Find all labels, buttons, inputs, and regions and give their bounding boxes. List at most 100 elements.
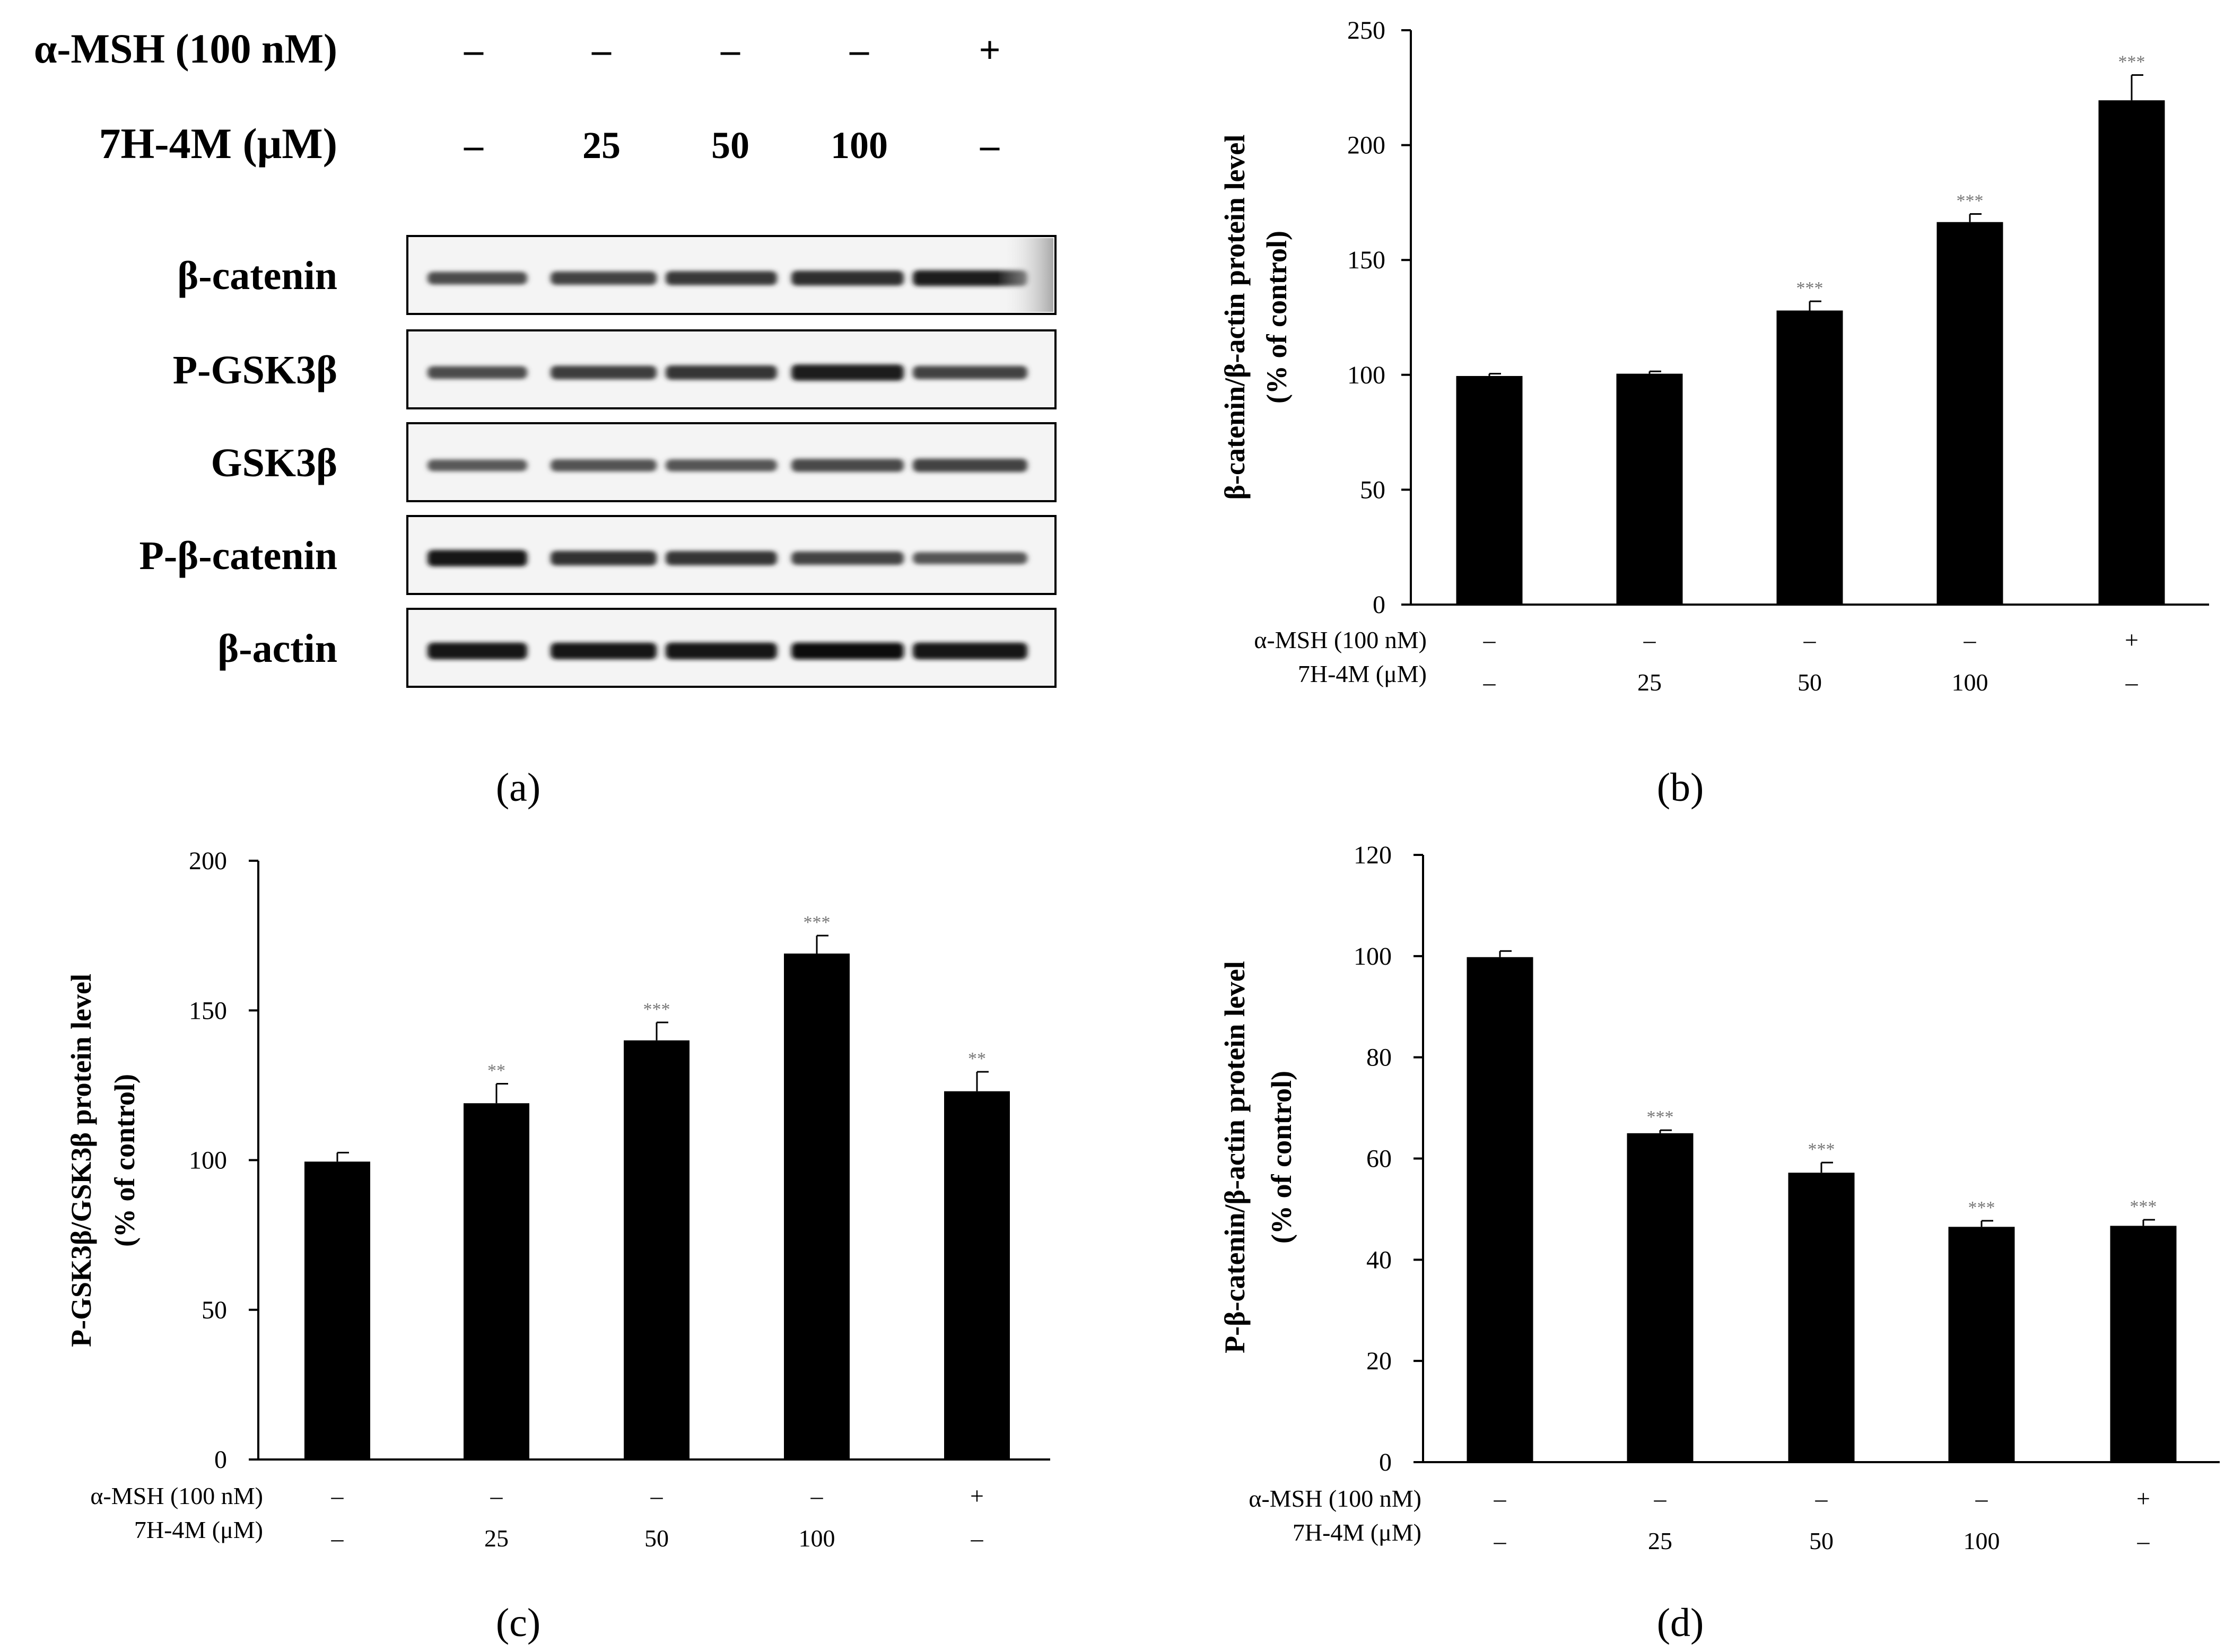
bar <box>2098 100 2165 605</box>
treatment-row-label: α-MSH (100 nM) <box>1254 626 1427 653</box>
significance-marker: *** <box>2130 1197 2157 1217</box>
bar <box>1788 1173 1855 1462</box>
blot-treatment-value: – <box>464 124 484 167</box>
treatment-row-value: – <box>1803 626 1817 653</box>
blot-treatment-value: – <box>980 124 1000 167</box>
treatment-row-value: 50 <box>1798 669 1822 696</box>
treatment-row-value: + <box>970 1482 984 1509</box>
blot-band <box>913 552 1027 564</box>
treatment-row-label: 7H-4M (μM) <box>134 1516 263 1543</box>
bar <box>464 1103 529 1459</box>
treatment-row-value: + <box>2136 1485 2150 1512</box>
blot-band <box>791 364 904 381</box>
treatment-row-value: 50 <box>1809 1527 1834 1554</box>
treatment-row-value: – <box>490 1482 503 1509</box>
y-axis-title: β-catenin/β-actin protein level <box>1219 135 1251 500</box>
significance-marker: *** <box>1968 1198 1995 1218</box>
y-tick-label: 150 <box>189 997 227 1025</box>
y-axis-subtitle: (% of control) <box>1261 231 1293 404</box>
chart-b: 0 50 100 150 200 250 β-catenin/β-actin protein… <box>1219 16 2209 696</box>
y-tick-label: 50 <box>202 1296 227 1324</box>
treatment-row-value: – <box>971 1525 984 1552</box>
treatment-row-value: – <box>2125 669 2139 696</box>
treatment-row-value: – <box>1643 626 1656 653</box>
blot-treatment-value: – <box>591 29 612 71</box>
treatment-row-label: α-MSH (100 nM) <box>1249 1485 1421 1512</box>
treatment-row-label: α-MSH (100 nM) <box>90 1482 263 1509</box>
y-axis-title: P-GSK3β/GSK3β protein level <box>65 974 97 1347</box>
blot-protein-label: β-catenin <box>177 254 337 298</box>
blot-band <box>551 271 657 285</box>
blot-band <box>791 270 904 286</box>
treatment-row-value: 100 <box>1964 1527 2000 1554</box>
blot-band <box>913 365 1027 380</box>
treatment-row-value: – <box>2137 1527 2150 1554</box>
significance-marker: *** <box>2118 52 2145 72</box>
bar <box>944 1091 1010 1459</box>
blot-treatment-label: α-MSH (100 nM) <box>34 25 337 72</box>
blot-protein-label: β-actin <box>217 626 337 671</box>
panel-label-b: (b) <box>1657 765 1704 810</box>
panel-label-c: (c) <box>496 1601 540 1645</box>
blot-treatment-value: + <box>979 29 1000 71</box>
y-tick-label: 20 <box>1366 1347 1392 1375</box>
y-tick-label: 0 <box>214 1446 227 1474</box>
blot-band <box>791 551 904 565</box>
blot-band <box>666 459 777 471</box>
blot-band <box>427 549 527 567</box>
y-axis-subtitle: (% of control) <box>1266 1071 1297 1244</box>
blot-band <box>791 642 904 660</box>
blot-band <box>427 459 527 471</box>
treatment-row-value: 100 <box>1952 669 1988 696</box>
chart-c: 0 50 100 150 200 P-GSK3β/GSK3β protein level (… <box>65 847 1050 1552</box>
y-tick-label: 150 <box>1347 246 1385 274</box>
treatment-row-value: – <box>331 1482 344 1509</box>
treatment-row-value: – <box>1483 626 1496 653</box>
y-tick-label: 100 <box>1354 942 1392 971</box>
treatment-row-label: 7H-4M (μM) <box>1293 1519 1421 1546</box>
y-tick-label: 120 <box>1354 841 1392 869</box>
significance-marker: *** <box>804 913 831 932</box>
significance-marker: *** <box>1957 191 1984 211</box>
bar <box>1616 373 1683 605</box>
treatment-row-value: – <box>650 1482 664 1509</box>
treatment-row-value: – <box>1964 626 1977 653</box>
treatment-row-value: 25 <box>1637 669 1662 696</box>
chart-d: 0 20 40 60 80 100 120 P-β-catenin/β-actin prote… <box>1219 841 2220 1554</box>
bar <box>1627 1133 1694 1462</box>
blot-band <box>551 550 657 566</box>
y-tick-label: 200 <box>1347 132 1385 160</box>
bar <box>1948 1227 2015 1462</box>
blot-band <box>551 365 657 380</box>
treatment-row-value: 100 <box>799 1525 835 1552</box>
y-tick-label: 250 <box>1347 16 1385 45</box>
significance-marker: *** <box>1808 1140 1835 1159</box>
blot-band <box>791 459 904 472</box>
treatment-row-label: 7H-4M (μM) <box>1298 660 1427 687</box>
y-tick-label: 100 <box>189 1147 227 1175</box>
blot-protein-label: P-β-catenin <box>139 534 337 578</box>
treatment-row-value: – <box>1975 1485 1988 1512</box>
panel-label-a: (a) <box>496 765 540 810</box>
blot-band <box>427 642 527 660</box>
treatment-row-value: – <box>331 1525 344 1552</box>
blot-artifact <box>997 238 1053 312</box>
significance-marker: *** <box>643 1000 670 1019</box>
blot-treatment-value: – <box>464 29 484 71</box>
blot-protein-label: P-GSK3β <box>173 348 337 392</box>
bar <box>1467 957 1533 1462</box>
blot-band <box>551 459 657 471</box>
blot-band <box>666 551 777 565</box>
blot-band <box>427 366 527 379</box>
y-axis-title: P-β-catenin/β-actin protein level <box>1219 961 1251 1353</box>
significance-marker: ** <box>968 1049 986 1069</box>
y-axis-subtitle: (% of control) <box>109 1074 141 1247</box>
treatment-row-value: 25 <box>1648 1527 1672 1554</box>
blot-treatment-value: 100 <box>831 124 888 167</box>
y-tick-label: 60 <box>1366 1145 1392 1173</box>
significance-marker: ** <box>487 1061 505 1081</box>
y-tick-label: 50 <box>1360 476 1385 504</box>
blot-treatment-value: 50 <box>711 124 749 167</box>
y-tick-label: 100 <box>1347 361 1385 389</box>
blot-band <box>551 642 657 660</box>
